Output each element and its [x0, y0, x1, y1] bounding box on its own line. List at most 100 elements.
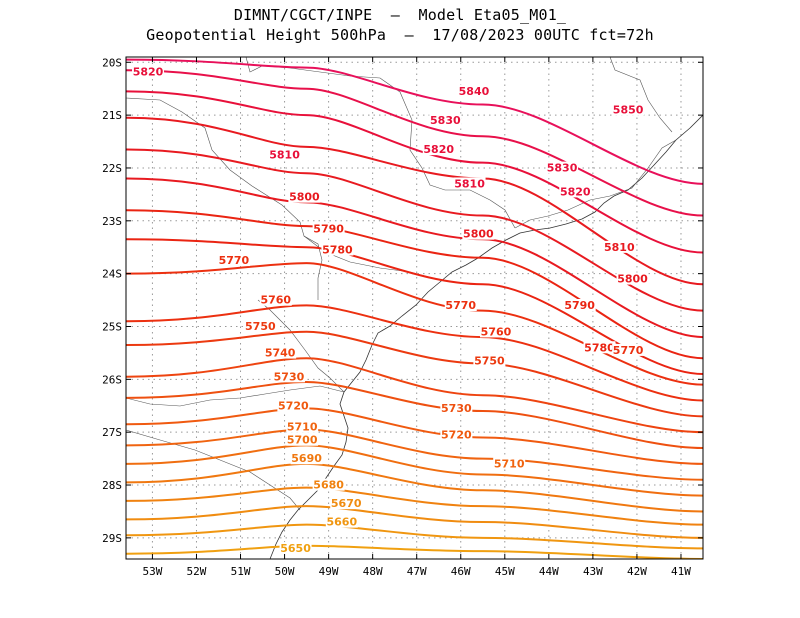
lat-tick-label: 23S	[102, 215, 122, 228]
contour-label-bg	[546, 161, 579, 174]
contour-label: 5690	[291, 452, 322, 465]
contour-label-bg	[479, 325, 512, 338]
contour-label: 5850	[613, 103, 644, 116]
lon-tick-label: 48W	[363, 565, 383, 578]
axis-ticks: 20S 21S 22S 23S 24S 25S 26S 27S 28S 29S 53W 52W 51W 5…	[102, 56, 703, 578]
contour-label: 5710	[494, 458, 525, 471]
state-border-ms-sp	[126, 97, 323, 300]
lon-tick-label: 52W	[187, 565, 207, 578]
state-border-mg-es	[609, 57, 673, 133]
contour-label: 5840	[459, 85, 490, 98]
border-pr-west	[257, 299, 345, 393]
contour-label-bg	[259, 293, 292, 306]
lat-tick-label: 24S	[102, 268, 122, 281]
lat-tick-label: 29S	[102, 532, 122, 545]
contour-label-bg	[563, 299, 596, 311]
contour-label: 5670	[331, 497, 362, 510]
contour-label-bg	[286, 433, 319, 446]
contour-label: 5790	[564, 299, 595, 312]
lat-tick-label: 25S	[102, 320, 122, 333]
contour-label: 5800	[617, 273, 648, 286]
contour-label-bg	[312, 222, 345, 235]
contour-label-bg	[277, 399, 310, 412]
contour-label: 5830	[547, 162, 578, 175]
contour-label-bg	[132, 65, 165, 78]
contour-label-bg	[457, 84, 490, 97]
contour-line	[126, 58, 703, 185]
contour-label: 5770	[445, 299, 476, 312]
contour-label-bg	[325, 515, 358, 528]
contour-label-bg	[444, 299, 477, 311]
contour-label: 5720	[441, 428, 472, 441]
contour-label: 5780	[322, 244, 353, 257]
contour-label-bg	[612, 343, 645, 356]
contour-line	[126, 505, 703, 539]
contour-label-bg	[473, 354, 506, 367]
contour-line	[126, 462, 703, 513]
contour-label: 5650	[280, 542, 311, 555]
contour-labels: 5820 5840 5850 5830 5820 5810 5830 5810 5820 5800…	[132, 65, 649, 555]
lat-tick-label: 27S	[102, 426, 122, 439]
lat-tick-label: 22S	[102, 162, 122, 175]
contour-label-bg	[288, 190, 321, 203]
contour-label: 5810	[454, 177, 485, 190]
contour-label-bg	[217, 254, 250, 267]
contour-label-bg	[422, 143, 455, 156]
contour-label-bg	[453, 177, 486, 190]
contour-label: 5770	[613, 344, 644, 357]
contour-label-bg	[290, 452, 323, 465]
contour-label: 5820	[423, 143, 454, 156]
contour-label: 5730	[274, 370, 305, 383]
lon-tick-label: 49W	[319, 565, 339, 578]
state-border-sp-mg	[245, 57, 516, 229]
lat-tick-label: 21S	[102, 109, 122, 122]
contour-label: 5760	[260, 294, 291, 307]
contour-line	[126, 116, 703, 286]
contour-line	[126, 69, 703, 217]
contour-line	[126, 380, 703, 450]
contour-line	[126, 304, 703, 402]
contour-label-bg	[330, 497, 363, 510]
contour-label: 5810	[269, 148, 300, 161]
contour-label-bg	[583, 341, 616, 354]
contour-line	[126, 544, 703, 559]
lon-tick-label: 50W	[275, 565, 295, 578]
contour-label: 5800	[289, 191, 320, 204]
contour-label-bg	[268, 148, 301, 161]
plot-frame	[125, 56, 704, 560]
state-border-mg-rj	[514, 139, 677, 229]
contour-label: 5820	[560, 185, 591, 198]
lat-tick-label: 20S	[102, 56, 122, 69]
contour-line	[126, 407, 703, 465]
contour-label-bg	[616, 272, 649, 285]
contour-line	[126, 330, 703, 418]
contour-line	[126, 357, 703, 434]
contour-label: 5720	[278, 399, 309, 412]
contour-label-bg	[272, 370, 305, 383]
contour-label-bg	[493, 457, 526, 470]
lon-tick-label: 44W	[539, 565, 559, 578]
lon-tick-label: 42W	[627, 565, 647, 578]
contour-label-bg	[321, 243, 354, 256]
contour-label-bg	[462, 227, 495, 240]
lon-tick-label: 47W	[407, 565, 427, 578]
lon-tick-label: 41W	[671, 565, 691, 578]
contour-label: 5750	[245, 320, 276, 333]
contour-label-bg	[440, 402, 473, 415]
contour-label: 5790	[313, 222, 344, 235]
contour-line	[126, 177, 703, 339]
contour-label: 5680	[313, 479, 344, 492]
contour-label-bg	[429, 114, 462, 127]
contour-label-bg	[559, 185, 592, 198]
contour-line	[126, 428, 703, 481]
contour-line	[126, 238, 703, 376]
contour-label: 5700	[287, 434, 318, 447]
chart-title-line-2: Geopotential Height 500hPa – 17/08/2023 …	[146, 26, 654, 44]
contour-label: 5740	[265, 347, 296, 360]
contour-label: 5770	[219, 254, 250, 267]
contour-label: 5780	[584, 341, 615, 354]
contour-line	[126, 486, 703, 526]
lon-tick-label: 45W	[495, 565, 515, 578]
contour-line	[126, 148, 703, 312]
